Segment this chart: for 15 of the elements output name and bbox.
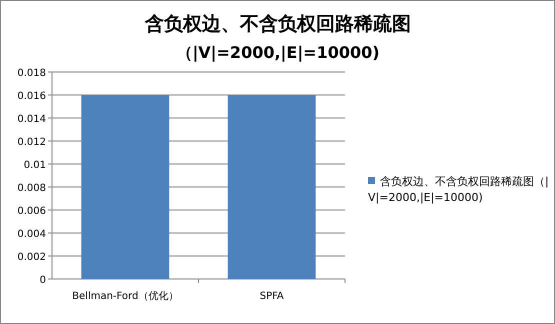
y-tick-label: 0.006 <box>17 206 46 217</box>
y-tick-label: 0.016 <box>17 91 46 102</box>
chart-subtitle: （|V|=2000,|E|=10000) <box>176 43 380 62</box>
y-tick-label: 0.008 <box>17 183 46 194</box>
y-tick-label: 0.004 <box>17 229 46 240</box>
chart-title: 含负权边、不含负权回路稀疏图 <box>144 13 411 35</box>
x-tick-label: Bellman-Ford（优化） <box>72 290 178 302</box>
y-tick-label: 0.012 <box>17 137 46 148</box>
x-tick-label: SPFA <box>260 291 284 302</box>
y-tick-label: 0.01 <box>24 160 46 171</box>
y-tick-label: 0 <box>40 275 46 286</box>
y-tick-label: 0.002 <box>17 252 46 263</box>
legend-label: 含负权边、不含负权回路稀疏图（|V|=2000,|E|=10000) <box>368 175 549 204</box>
y-tick-label: 0.014 <box>17 114 46 125</box>
y-tick-label: 0.018 <box>17 68 46 79</box>
